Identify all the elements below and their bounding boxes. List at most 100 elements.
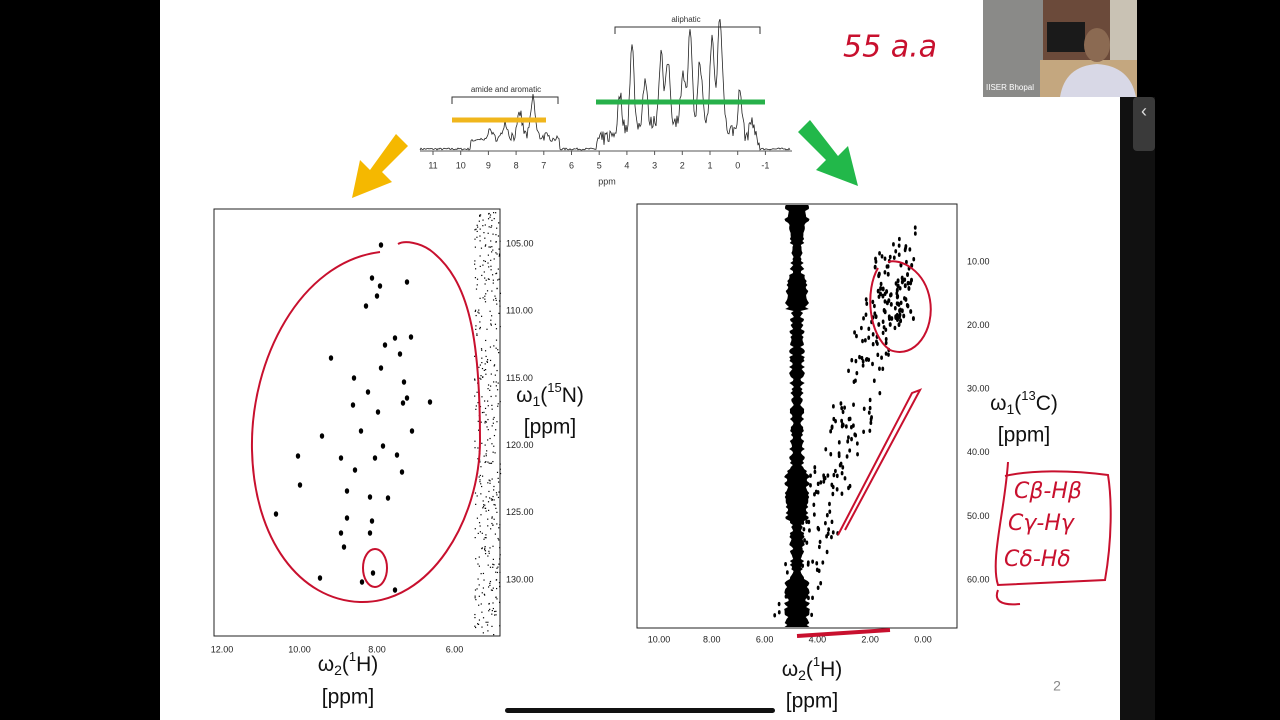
- noise-dot: [483, 411, 485, 413]
- peak: [899, 300, 903, 305]
- peak: [840, 491, 844, 496]
- noise-dot: [479, 479, 481, 481]
- page-number: 2: [1053, 678, 1061, 694]
- noise-dot: [487, 218, 490, 220]
- noise-dot: [484, 461, 486, 464]
- collapse-button[interactable]: [1133, 97, 1155, 151]
- peak: [850, 436, 853, 442]
- noise-dot: [490, 265, 492, 267]
- y-axis-label: ω1(13C): [990, 388, 1058, 416]
- scroll-indicator[interactable]: [505, 708, 775, 713]
- noise-dot: [487, 405, 489, 407]
- peak: [862, 429, 866, 434]
- noise-dot: [495, 395, 497, 397]
- noise-dot: [478, 476, 480, 478]
- peak: [898, 308, 902, 314]
- peak: [400, 400, 406, 406]
- noise-dot: [496, 303, 498, 305]
- peak: [829, 429, 833, 434]
- peak: [878, 291, 882, 297]
- noise-dot: [474, 379, 476, 381]
- ink-stroke: [837, 388, 923, 536]
- noise-dot: [482, 587, 485, 589]
- noise-dot: [484, 536, 486, 539]
- peak: [895, 287, 899, 293]
- noise-dot: [482, 500, 484, 502]
- noise-dot: [475, 503, 477, 505]
- noise-dot: [498, 539, 500, 541]
- peak: [816, 585, 820, 591]
- noise-dot: [477, 420, 479, 422]
- noise-dot: [479, 326, 481, 329]
- peak: [351, 375, 357, 381]
- peak: [791, 564, 795, 569]
- noise-dot: [485, 537, 487, 539]
- peak: [811, 595, 814, 601]
- noise-dot: [495, 299, 497, 301]
- peak: [777, 610, 781, 615]
- noise-dot: [493, 564, 495, 566]
- peak: [789, 584, 793, 590]
- noise-dot: [484, 507, 486, 509]
- peak: [816, 525, 820, 531]
- peak: [841, 409, 845, 415]
- noise-dot: [488, 266, 490, 268]
- noise-dot: [492, 607, 494, 610]
- noise-dot: [474, 613, 476, 616]
- peak: [886, 264, 890, 269]
- peak: [847, 368, 850, 374]
- peak: [871, 299, 875, 305]
- noise-dot: [484, 550, 487, 552]
- peak: [369, 275, 375, 281]
- noise-dot: [475, 626, 477, 629]
- peak: [908, 247, 912, 252]
- peak: [889, 292, 893, 298]
- noise-dot: [476, 333, 478, 335]
- noise-dot: [476, 284, 478, 286]
- peak: [793, 548, 796, 553]
- noise-dot: [491, 408, 493, 410]
- noise-dot: [491, 290, 493, 292]
- peak: [884, 340, 888, 346]
- noise-dot: [491, 443, 493, 445]
- noise-dot: [488, 212, 490, 215]
- noise-dot: [490, 589, 493, 591]
- noise-dot: [479, 328, 481, 330]
- noise-dot: [474, 395, 476, 397]
- peak: [909, 309, 913, 314]
- noise-dot: [494, 323, 497, 325]
- y-tick-label: 115.00: [506, 373, 533, 383]
- peak: [868, 405, 872, 411]
- noise-dot: [494, 533, 496, 535]
- peak: [807, 595, 810, 601]
- noise-dot: [499, 400, 501, 403]
- noise-dot: [485, 279, 487, 281]
- peak: [909, 280, 913, 286]
- noise-dot: [481, 626, 483, 628]
- noise-dot: [491, 517, 493, 519]
- noise-dot: [498, 278, 500, 280]
- peak: [858, 354, 861, 360]
- noise-dot: [496, 567, 498, 569]
- noise-dot: [481, 274, 483, 277]
- noise-dot: [481, 442, 483, 444]
- video-caption: IISER Bhopal: [986, 83, 1034, 92]
- noise-dot: [476, 588, 478, 590]
- label-part: (: [1014, 392, 1021, 415]
- noise-dot: [477, 458, 479, 460]
- noise-dot: [487, 439, 489, 441]
- noise-dot: [492, 558, 494, 560]
- noise-dot: [493, 445, 495, 447]
- noise-dot: [486, 361, 489, 363]
- peak: [864, 312, 868, 317]
- noise-dot: [486, 450, 488, 452]
- noise-dot: [484, 363, 486, 365]
- noise-dot: [487, 621, 489, 623]
- noise-dot: [484, 277, 486, 279]
- noise-dot: [485, 510, 487, 512]
- noise-dot: [490, 240, 492, 242]
- peak: [878, 251, 881, 256]
- noise-dot: [480, 315, 483, 317]
- noise-dot: [492, 587, 494, 589]
- peak: [803, 538, 806, 543]
